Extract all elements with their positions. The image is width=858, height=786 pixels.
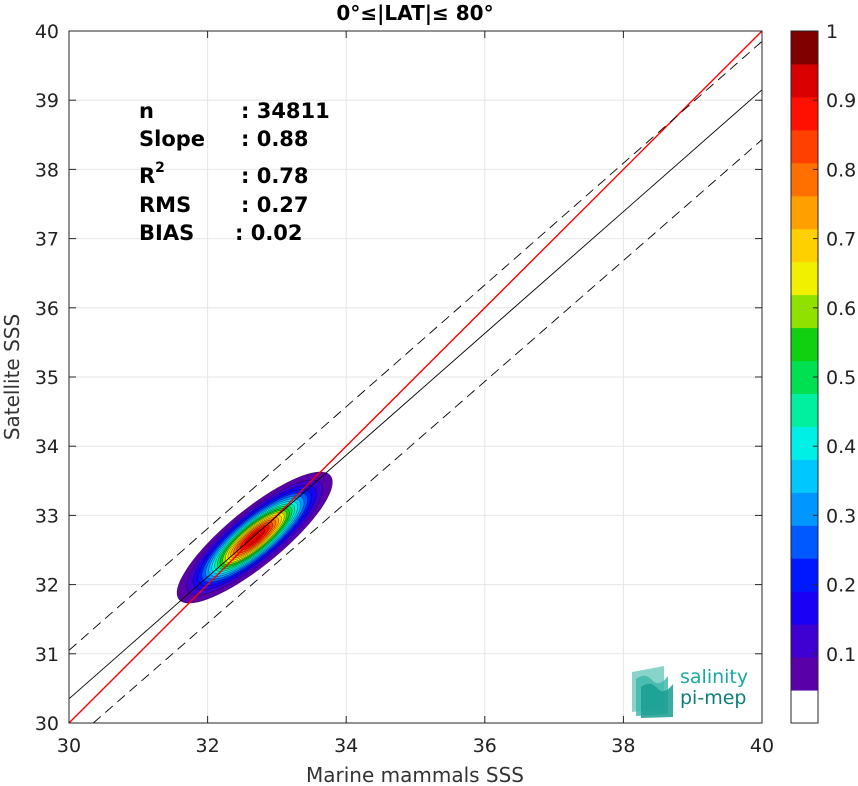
stat-bias-value: : 0.02 [235, 221, 303, 245]
y-tick-label: 31 [35, 644, 59, 666]
stat-r2-sup: 2 [155, 160, 165, 176]
waves-icon [632, 666, 673, 718]
colorbar-tick-label: 0.8 [826, 159, 856, 181]
stats-box: n : 34811 Slope : 0.88 R2 : 0.78 RMS : 0… [139, 99, 330, 245]
y-tick-label: 37 [35, 229, 59, 251]
colorbar-segment [791, 96, 818, 131]
y-tick-label: 39 [35, 90, 59, 112]
chart-title: 0°≤|LAT|≤ 80° [336, 1, 493, 25]
y-tick-label: 33 [35, 505, 59, 527]
salinity-pimep-logo: salinity pi-mep [632, 666, 748, 718]
colorbar-segment [791, 657, 818, 691]
lower-bound-line [92, 139, 763, 724]
x-tick-label: 30 [57, 735, 81, 757]
colorbar-tick-label: 0.2 [826, 575, 856, 597]
y-axis-label: Satellite SSS [0, 314, 24, 440]
colorbar-segment [791, 162, 818, 197]
x-axis-ticks: 30 32 34 36 38 40 [57, 31, 774, 757]
colorbar-tick-label: 0.7 [826, 229, 856, 251]
stat-n-label: n [139, 99, 154, 123]
colorbar-tick-label: 0.4 [826, 436, 856, 458]
colorbar-segment [791, 624, 818, 658]
colorbar-segment [791, 129, 818, 164]
regression-line [68, 89, 763, 700]
colorbar-tick-label: 0.9 [826, 90, 856, 112]
colorbar-tick-label: 0.6 [826, 298, 856, 320]
fit-lines [68, 30, 763, 724]
stat-rms-value: : 0.27 [241, 193, 309, 217]
x-tick-label: 34 [334, 735, 358, 757]
colorbar-segment [791, 690, 818, 724]
upper-bound-line [68, 41, 763, 651]
colorbar-segment [791, 558, 818, 592]
colorbar [791, 31, 818, 724]
colorbar-segment [791, 261, 818, 296]
colorbar-tick-label: 0.3 [826, 505, 856, 527]
colorbar-segment [791, 228, 818, 263]
stat-bias-label: BIAS [139, 221, 194, 245]
colorbar-tick-label: 0.1 [826, 644, 856, 666]
y-tick-label: 40 [35, 21, 59, 43]
colorbar-segment [791, 525, 818, 559]
stat-r2-base: R [139, 164, 155, 188]
colorbar-segment [791, 492, 818, 526]
colorbar-segment [791, 63, 818, 98]
colorbar-segment [791, 327, 818, 362]
y-axis-ticks: 30 31 32 33 34 35 36 37 38 39 40 [35, 21, 762, 735]
colorbar-segment [791, 195, 818, 230]
colorbar-segment [791, 393, 818, 427]
colorbar-segment [791, 294, 818, 329]
stat-rms-label: RMS [139, 193, 191, 217]
stat-r2-value: : 0.78 [241, 164, 309, 188]
colorbar-tick-label: 0.5 [826, 367, 856, 389]
y-tick-label: 34 [35, 436, 59, 458]
identity-line [68, 30, 763, 724]
y-tick-label: 38 [35, 159, 59, 181]
y-tick-label: 35 [35, 367, 59, 389]
y-tick-label: 36 [35, 298, 59, 320]
x-tick-label: 38 [611, 735, 635, 757]
stat-slope-label: Slope [139, 127, 205, 151]
colorbar-segment [791, 31, 818, 65]
colorbar-segment [791, 591, 818, 625]
colorbar-segment [791, 459, 818, 493]
x-tick-label: 40 [750, 735, 774, 757]
x-tick-label: 36 [473, 735, 497, 757]
stat-slope-value: : 0.88 [241, 127, 309, 151]
y-tick-label: 32 [35, 575, 59, 597]
y-tick-label: 30 [35, 713, 59, 735]
colorbar-segment [791, 426, 818, 460]
x-axis-label: Marine mammals SSS [306, 763, 524, 786]
colorbar-tick-label: 1 [826, 21, 838, 43]
stat-n-value: : 34811 [241, 99, 330, 123]
x-tick-label: 32 [196, 735, 220, 757]
logo-line-2: pi-mep [680, 687, 746, 709]
stat-r2-label: R2 [139, 160, 165, 188]
colorbar-ticks: 0.1 0.2 0.3 0.4 0.5 0.6 0.7 0.8 0.9 1 [813, 21, 856, 666]
logo-line-1: salinity [680, 666, 748, 688]
